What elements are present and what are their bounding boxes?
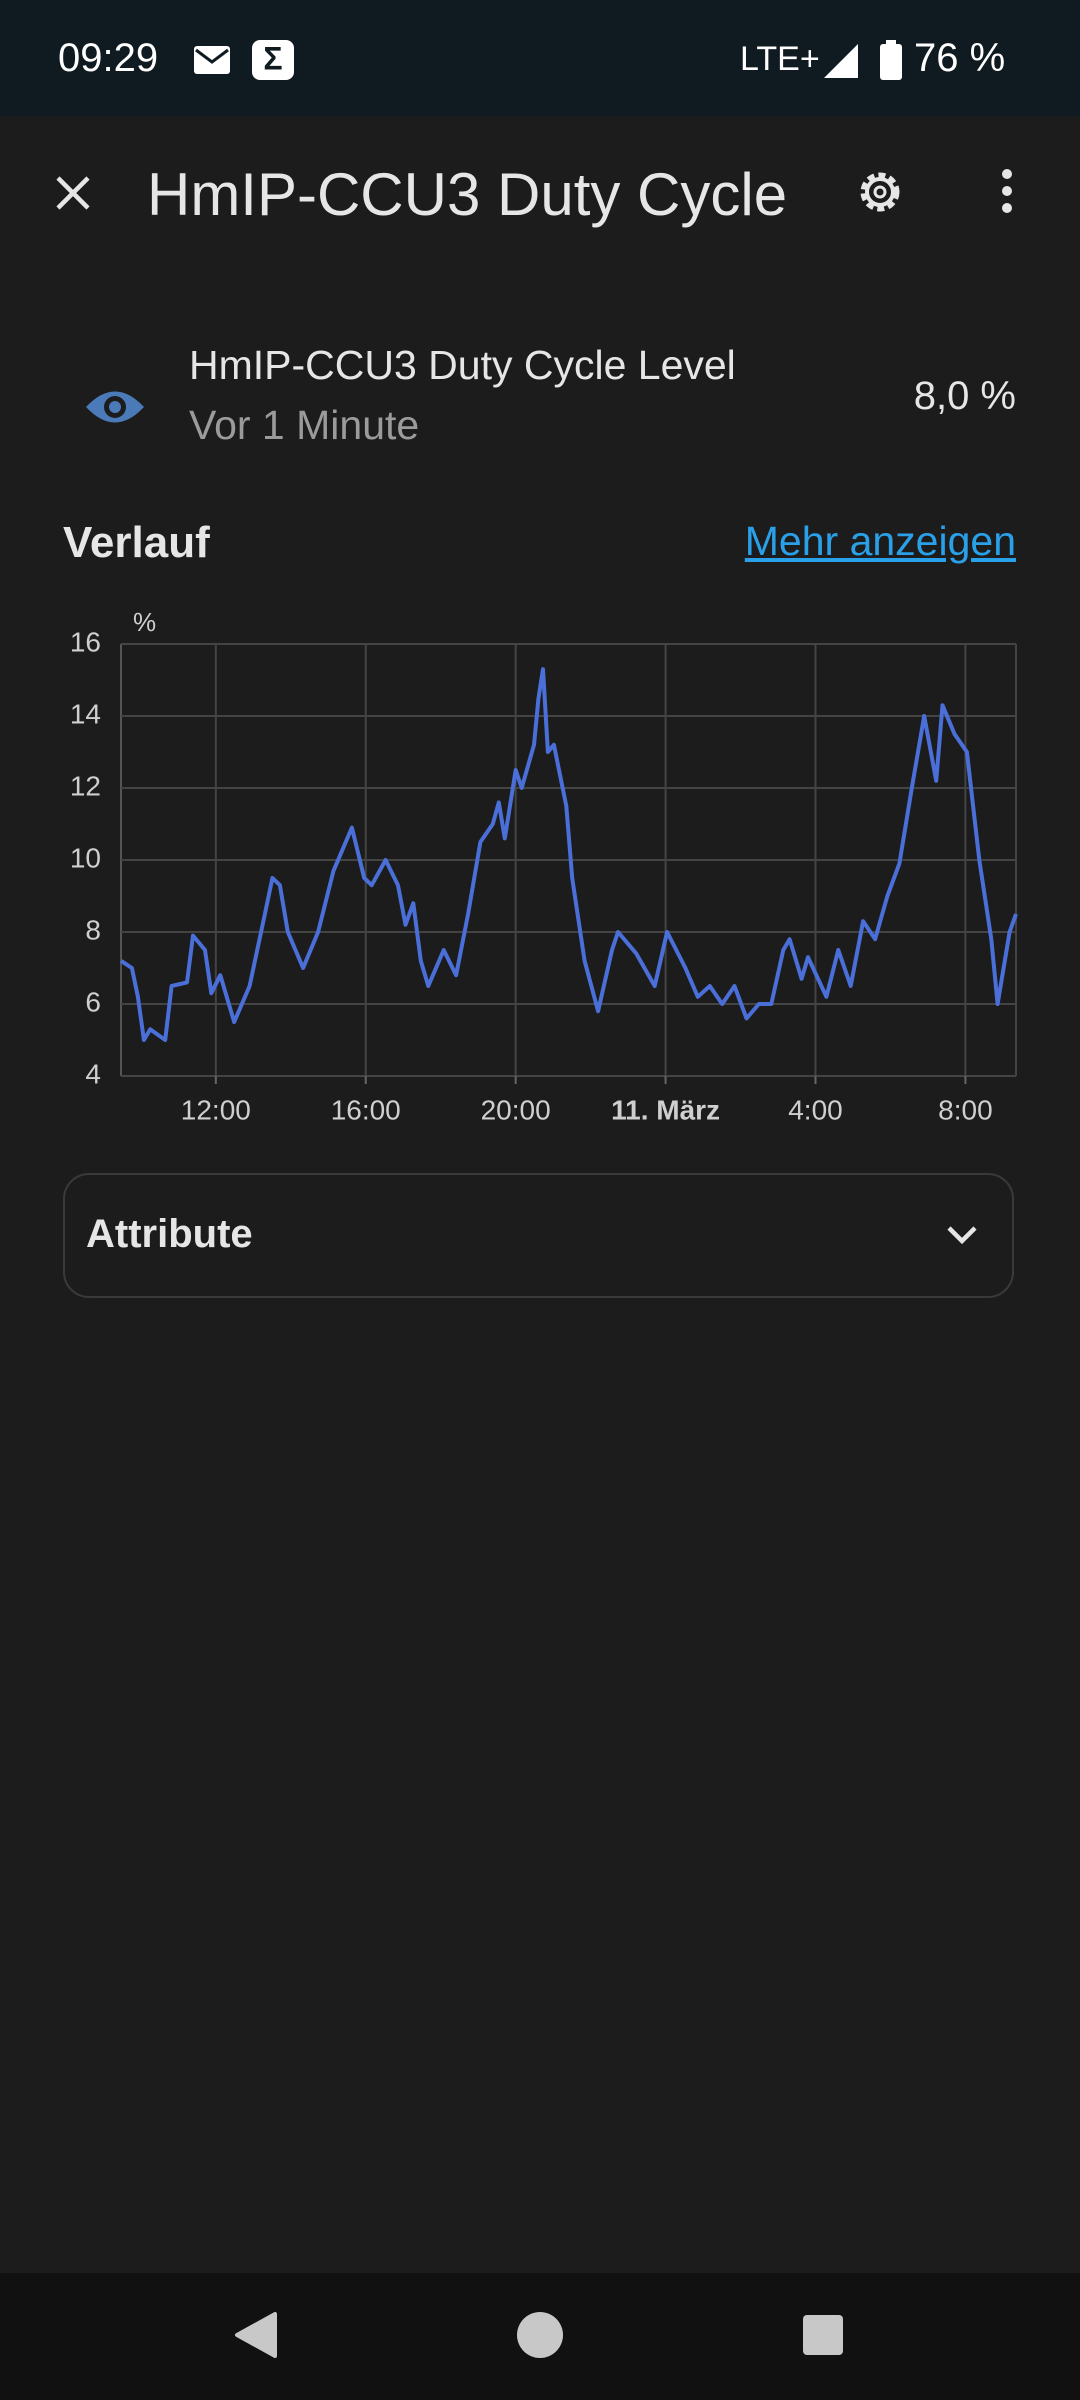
nav-buttons (235, 2312, 843, 2358)
signal-icon (824, 44, 858, 78)
y-axis-unit: % (133, 607, 156, 637)
attributes-card[interactable] (63, 1173, 1014, 1298)
y-tick-label: 12 (70, 770, 101, 801)
x-tick-label: 12:00 (181, 1094, 251, 1125)
mail-icon (194, 46, 230, 74)
entity-last-changed: Vor 1 Minute (189, 402, 420, 448)
status-icons: Σ (194, 40, 294, 80)
entity-name: HmIP-CCU3 Duty Cycle Level (189, 342, 736, 388)
network-type: LTE+ (740, 40, 820, 78)
y-tick-label: 6 (85, 986, 101, 1017)
dot (1002, 203, 1012, 213)
clock: 09:29 (58, 36, 159, 80)
x-tick-label: 11. März (611, 1094, 720, 1125)
x-tick-label: 4:00 (788, 1094, 843, 1125)
close-icon (56, 176, 90, 210)
close-button[interactable] (50, 170, 96, 216)
back-button[interactable] (235, 2312, 277, 2358)
x-tick-label: 16:00 (331, 1094, 401, 1125)
y-tick-label: 14 (70, 698, 101, 729)
signal-battery-icons (824, 40, 902, 80)
expand-chevron (947, 1226, 977, 1245)
battery-icon (880, 44, 902, 80)
more-menu[interactable] (990, 166, 1024, 222)
gear-teeth (860, 172, 900, 212)
x-tick-label: 20:00 (481, 1094, 551, 1125)
data-line (119, 667, 1018, 1042)
sigma-glyph: Σ (263, 40, 282, 76)
battery-level: 76 % (914, 36, 1006, 80)
recents-button[interactable] (803, 2315, 843, 2355)
home-button[interactable] (517, 2312, 563, 2358)
gear-ring (865, 177, 895, 207)
dialog-title: HmIP-CCU3 Duty Cycle (147, 161, 788, 228)
show-more-link[interactable]: Mehr anzeigen (744, 518, 1016, 564)
y-tick-label: 4 (85, 1058, 101, 1089)
dot (1002, 186, 1012, 196)
history-title: Verlauf (63, 518, 210, 567)
y-tick-label: 10 (70, 842, 101, 873)
eye-pupil (109, 401, 121, 413)
x-tick-label: 8:00 (938, 1094, 993, 1125)
attributes-title: Attribute (86, 1212, 253, 1256)
history-chart: % 4 6 8 10 12 14 16 12:00 16:00 20:00 11. März 4:00 8… (70, 607, 1018, 1125)
battery-tip (886, 40, 896, 45)
dot (1002, 169, 1012, 179)
y-tick-label: 16 (70, 626, 101, 657)
sigma-icon (252, 40, 294, 80)
gear-hub (873, 185, 887, 199)
mail-flap (195, 48, 229, 64)
settings-button[interactable] (852, 164, 908, 220)
entity-icon (86, 391, 144, 423)
y-tick-label: 8 (85, 914, 101, 945)
entity-state: 8,0 % (913, 374, 1016, 418)
